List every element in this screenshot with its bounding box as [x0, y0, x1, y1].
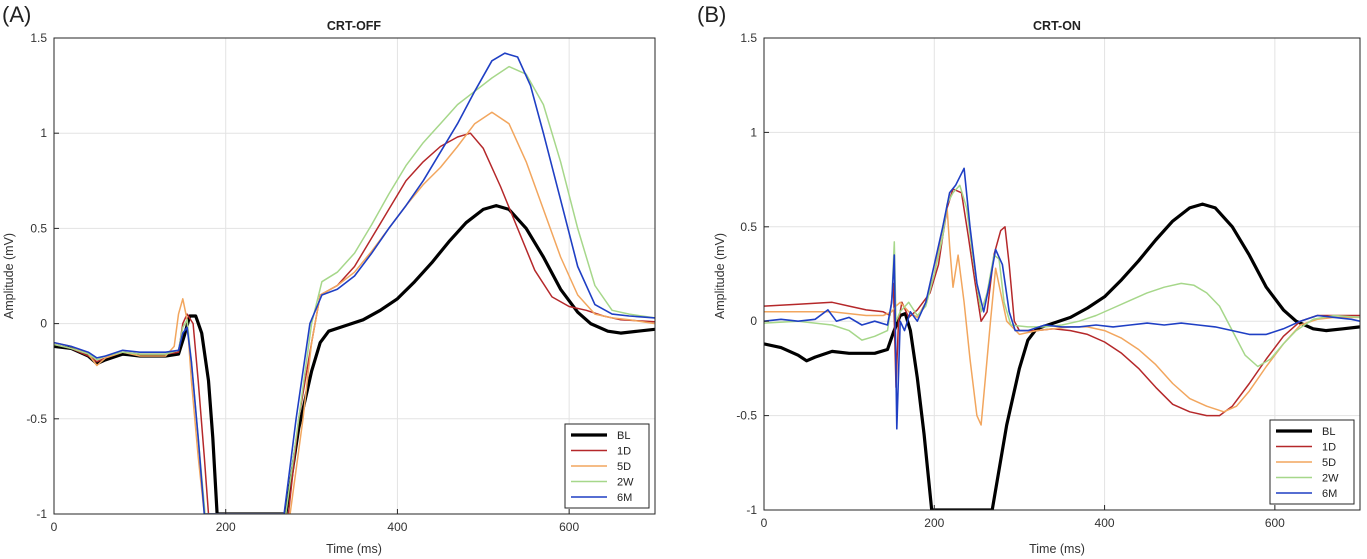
panel-a-xlabel: Time (ms) [326, 542, 382, 556]
panel-a-ytick-label-2: 0 [40, 317, 47, 331]
panel-b-legend: BL 1D 5D 2W 6M [1269, 419, 1355, 505]
panel-b-ylabel: Amplitude (mV) [713, 233, 727, 319]
panel-b-ytick-label-1: -0.5 [736, 409, 757, 423]
panel-b-xtick-label-2: 400 [1095, 516, 1115, 530]
panel-b-ytick-label-2: 0 [750, 314, 757, 328]
panel-b-series-bl [764, 202, 1360, 510]
panel-b-title: CRT-ON [1033, 19, 1081, 33]
panel-b-ytick-label-4: 1 [750, 125, 757, 139]
panel-a-ytick-label-3: 0.5 [30, 221, 47, 235]
panel-b-ytick-label-3: 0.5 [740, 220, 757, 234]
panel-a-legend-label-5d: 5D [617, 461, 631, 473]
panel-a-legend-label-2w: 2W [617, 477, 634, 489]
panel-b-legend-label-bl: BL [1322, 426, 1335, 438]
panel-b-legend-label-2w: 2W [1322, 473, 1339, 485]
panel-a-ytick-label-1: -0.5 [26, 412, 47, 426]
panel-b-axes-box [763, 37, 1361, 511]
panel-a-legend-label-1d: 1D [617, 446, 631, 458]
panel-b-ytick-label-0: -1 [746, 503, 757, 517]
panel-a-axes-box [53, 37, 656, 515]
panel-b-legend-label-6m: 6M [1322, 488, 1337, 500]
panel-b-letter: (B) [697, 2, 726, 27]
panel-a-ytick-label-0: -1 [36, 507, 47, 521]
panel-b-ytick-label-5: 1.5 [740, 31, 757, 45]
panel-a-series-group [54, 52, 655, 514]
panel-a-legend: BL 1D 5D 2W 6M [564, 423, 650, 509]
panel-a-xtick-label-2: 400 [387, 520, 407, 534]
panel-b-series-group [764, 167, 1360, 510]
panel-b-legend-label-1d: 1D [1322, 442, 1336, 454]
panel-b-series-5d [764, 207, 1360, 426]
panel-a-series-5d [54, 111, 655, 514]
panel-b-legend-label-5d: 5D [1322, 457, 1336, 469]
panel-b-xlabel: Time (ms) [1029, 542, 1085, 556]
panel-a: (A) CRT-OFF Time (ms) Amplitude (mV) 0 20… [2, 2, 656, 556]
panel-a-series-6m [54, 52, 655, 514]
panel-a-series-2w [54, 65, 655, 514]
panel-a-ytick-label-4: 1 [40, 126, 47, 140]
panel-b-xtick-label-0: 0 [761, 516, 768, 530]
panel-b-series-1d [764, 188, 1360, 417]
panel-a-title: CRT-OFF [327, 19, 382, 33]
panel-a-xtick-label-3: 600 [559, 520, 579, 534]
panel-b: (B) CRT-ON Time (ms) Amplitude (mV) 0 200… [697, 2, 1361, 556]
panel-a-xtick-label-0: 0 [51, 520, 58, 534]
panel-a-ytick-label-5: 1.5 [30, 31, 47, 45]
panel-b-series-2w [764, 184, 1360, 368]
panel-b-xtick-label-3: 600 [1265, 516, 1285, 530]
panel-a-xtick-label-1: 200 [216, 520, 236, 534]
panel-b-series-6m [764, 167, 1360, 430]
panel-a-ylabel: Amplitude (mV) [2, 233, 16, 319]
panel-b-xtick-label-1: 200 [924, 516, 944, 530]
panel-a-letter: (A) [2, 2, 31, 27]
panel-a-legend-label-6m: 6M [617, 492, 632, 504]
panel-a-legend-label-bl: BL [617, 430, 630, 442]
